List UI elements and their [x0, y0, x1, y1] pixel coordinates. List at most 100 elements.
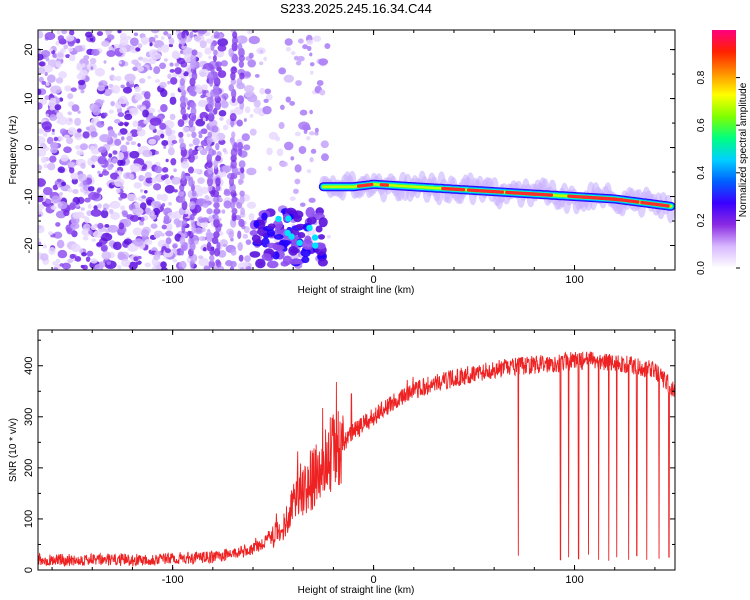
noise-streak	[237, 178, 243, 186]
noise-speckle	[121, 210, 128, 216]
noise-speckle	[85, 256, 91, 262]
noise-speckle	[54, 104, 62, 111]
blob	[272, 219, 284, 230]
noise-speckle	[136, 125, 143, 132]
noise-speckle	[154, 150, 159, 155]
noise-speckle	[297, 38, 304, 44]
blob	[318, 217, 328, 228]
noise-speckle	[230, 237, 234, 242]
noise-speckle	[80, 89, 85, 94]
colorbar-tick-label: 0.0	[696, 261, 707, 275]
noise-speckle	[147, 107, 156, 114]
noise-speckle	[160, 261, 167, 269]
noise-speckle	[44, 95, 50, 101]
noise-speckle	[63, 134, 70, 139]
noise-speckle	[298, 145, 307, 155]
blob-core	[296, 239, 303, 247]
snr-panel: -100 0 100 0 100 200 300 400 Height of straight…	[8, 329, 676, 596]
noise-speckle	[306, 169, 312, 174]
noise-speckle	[79, 143, 89, 151]
x-tick-label: 0	[371, 274, 377, 286]
noise-speckle	[245, 265, 252, 270]
colorbar-tick-label: 0.4	[696, 165, 707, 179]
noise-speckle	[196, 51, 203, 59]
noise-speckle	[143, 91, 151, 100]
noise-speckle	[129, 150, 140, 159]
noise-speckle	[110, 101, 115, 107]
blob	[297, 232, 306, 239]
noise-speckle	[298, 121, 310, 131]
noise-speckle	[45, 113, 49, 117]
noise-speckle	[218, 110, 227, 117]
noise-speckle	[131, 59, 139, 65]
noise-streak	[179, 142, 187, 151]
noise-speckle	[181, 44, 187, 50]
noise-speckle	[77, 110, 81, 114]
noise-streak	[191, 131, 197, 139]
noise-speckle	[43, 132, 48, 137]
noise-speckle	[202, 89, 207, 94]
noise-streak	[230, 248, 237, 256]
noise-streak	[213, 31, 220, 39]
noise-speckle	[241, 133, 250, 142]
blob	[267, 223, 276, 229]
noise-speckle	[97, 222, 104, 229]
noise-speckle	[135, 207, 143, 214]
noise-speckle	[294, 178, 301, 185]
blob	[289, 258, 301, 265]
noise-streak	[210, 89, 215, 98]
noise-speckle	[137, 143, 141, 147]
noise-speckle	[92, 106, 101, 116]
noise-speckle	[150, 30, 160, 34]
ridge-peak	[610, 197, 640, 204]
noise-speckle	[243, 85, 255, 93]
noise-speckle	[55, 40, 60, 46]
noise-speckle	[290, 156, 295, 161]
noise-speckle	[120, 144, 128, 153]
noise-speckle	[268, 131, 279, 140]
noise-speckle	[38, 241, 42, 246]
noise-speckle	[94, 98, 104, 108]
noise-speckle	[147, 75, 152, 80]
blob	[317, 234, 325, 240]
noise-speckle	[121, 258, 131, 268]
noise-speckle	[145, 207, 151, 213]
noise-speckle	[267, 166, 273, 172]
noise-speckle	[198, 133, 203, 139]
noise-speckle	[65, 117, 74, 126]
noise-speckle	[47, 74, 56, 83]
noise-streak	[189, 84, 196, 92]
noise-speckle	[38, 61, 46, 67]
noise-speckle	[171, 52, 181, 60]
noise-speckle	[153, 233, 161, 239]
noise-speckle	[171, 129, 176, 135]
noise-speckle	[108, 46, 114, 51]
noise-speckle	[320, 140, 329, 149]
blob	[266, 260, 279, 269]
blob-core	[312, 242, 319, 249]
noise-speckle	[41, 80, 47, 86]
blob	[261, 253, 272, 261]
noise-speckle	[159, 123, 167, 130]
noise-speckle	[82, 235, 89, 241]
noise-streak	[240, 207, 245, 216]
noise-speckle	[316, 79, 324, 87]
noise-streak	[208, 260, 215, 268]
noise-speckle	[216, 66, 222, 72]
noise-speckle	[67, 111, 72, 116]
noise-speckle	[56, 50, 65, 60]
blob	[249, 229, 259, 237]
noise-speckle	[55, 222, 61, 227]
noise-speckle	[106, 34, 115, 41]
noise-speckle	[202, 247, 207, 252]
blob	[282, 255, 293, 266]
noise-speckle	[83, 55, 90, 60]
noise-streak	[238, 254, 244, 262]
ridge-peak	[356, 182, 374, 188]
noise-speckle	[284, 38, 293, 46]
noise-speckle	[38, 195, 44, 203]
noise-speckle	[200, 186, 209, 194]
noise-streak	[212, 71, 218, 81]
